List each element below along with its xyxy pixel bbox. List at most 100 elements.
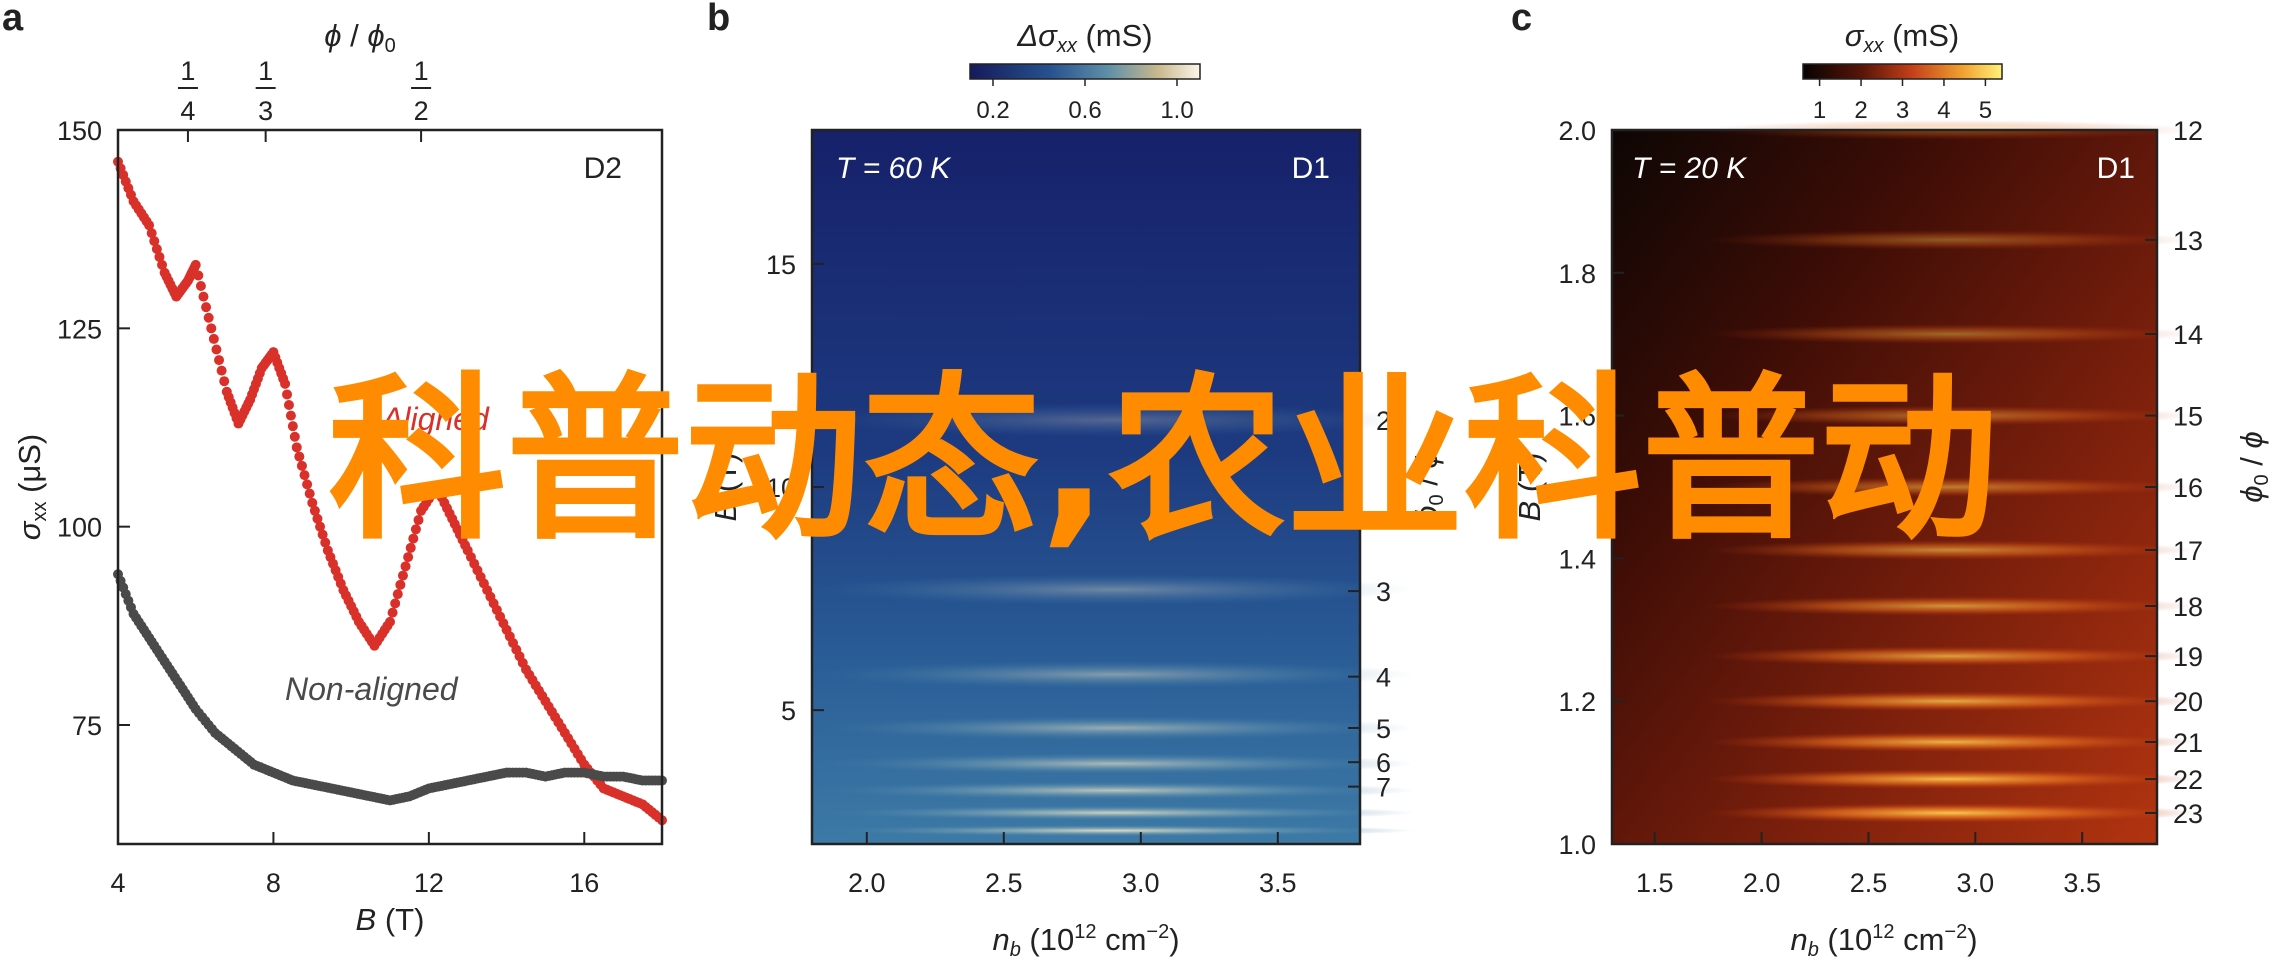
data-point	[154, 251, 165, 262]
data-point	[208, 333, 219, 344]
data-point	[390, 598, 401, 609]
panel-c-ylabel: B (T)	[1512, 453, 1547, 522]
right-tick-label: 4	[1376, 663, 1391, 693]
non-aligned-label: Non-aligned	[285, 671, 459, 707]
right-tick-label: 7	[1376, 773, 1391, 803]
right-tick-label: 3	[1376, 577, 1391, 607]
data-point	[206, 323, 217, 334]
panel-c-right-label: ϕ0 / ϕ	[2234, 431, 2273, 502]
fringe	[1704, 405, 2196, 426]
right-tick-label: 19	[2173, 642, 2203, 672]
y-tick-label: 125	[57, 314, 102, 344]
data-point	[285, 410, 296, 421]
colorbar-tick-label: 4	[1937, 97, 1950, 124]
data-point	[405, 542, 416, 553]
panel-b-xlabel: nb (1012 cm−2)	[992, 921, 1179, 961]
right-tick-label: 17	[2173, 536, 2203, 566]
right-tick-label: 14	[2173, 320, 2203, 350]
right-tick-label: 5	[1376, 714, 1391, 744]
data-point	[280, 378, 291, 389]
panel-c-colorbar-label: σxx (mS)	[1845, 18, 1959, 57]
data-point	[317, 529, 328, 540]
panel-c-fringes	[1704, 120, 2196, 823]
data-point	[144, 220, 155, 231]
x-tick-label: 3.0	[1122, 868, 1160, 898]
fringe	[1704, 646, 2196, 667]
right-tick-label: 6	[1376, 748, 1391, 778]
panel-b-ylabel: B (T)	[708, 453, 743, 522]
x-tick-label: 3.0	[1957, 868, 1995, 898]
fringe	[1704, 229, 2196, 250]
panel-c-colorbar	[1802, 63, 2003, 80]
data-point	[291, 442, 302, 453]
panel-b-colorbar	[969, 63, 1201, 80]
right-tick-label: 23	[2173, 799, 2203, 829]
x-tick-label: 2.0	[848, 868, 886, 898]
x-tick-label: 12	[414, 868, 444, 898]
data-point	[203, 312, 214, 323]
fringe	[1704, 596, 2196, 616]
data-point	[214, 355, 225, 366]
x-tick-label: 4	[110, 868, 125, 898]
right-tick-label: 22	[2173, 765, 2203, 795]
colorbar-tick-label: 1	[1813, 97, 1826, 124]
colorbar-tick-label: 1.0	[1160, 97, 1193, 124]
watermark-text: 科普动态,农业科普动	[328, 357, 1998, 564]
top-tick-denominator: 3	[258, 96, 273, 126]
panel-c-plot: 1.5 2.0 2.5 3.0 3.51.01.21.41.61.82.0 1213141…	[1558, 18, 2203, 898]
colorbar-tick-label: 5	[1979, 97, 1992, 124]
y-tick-label: 1.8	[1558, 259, 1596, 289]
panel-b-colorbar-ticks: 0.2 0.6 1.0	[976, 79, 1194, 124]
colorbar-tick-label: 2	[1854, 97, 1867, 124]
data-point	[408, 533, 419, 544]
panel-a-marks	[113, 156, 667, 826]
panel-c-label: c	[1511, 0, 1532, 39]
panel-a-top-label: ϕ / ϕ0	[324, 18, 395, 57]
panel-b-right-label: ϕ0 / ϕ	[1409, 451, 1448, 522]
data-point	[198, 291, 209, 302]
fringe	[812, 660, 1415, 689]
y-tick-label: 100	[57, 513, 102, 543]
x-tick-label: 1.5	[1636, 868, 1674, 898]
y-tick-label: 2.0	[1558, 116, 1596, 146]
fringe	[1704, 802, 2196, 823]
data-point	[219, 376, 230, 387]
panel-a-frame	[116, 128, 664, 846]
panel-b-tag: D1	[1292, 152, 1330, 185]
fringe	[1704, 540, 2196, 560]
x-tick-label: 3.5	[2063, 868, 2101, 898]
data-point	[296, 460, 307, 471]
panel-b-fringes	[812, 402, 1415, 837]
fringe	[1704, 732, 2196, 752]
panel-b-temperature: T = 60 K	[836, 152, 952, 185]
data-point	[151, 244, 162, 254]
y-tick-label: 5	[781, 696, 796, 726]
data-point	[315, 521, 326, 532]
right-tick-label: 18	[2173, 592, 2203, 622]
fringe	[812, 574, 1415, 606]
data-point	[307, 497, 318, 508]
data-point	[201, 302, 212, 313]
data-point	[413, 515, 424, 526]
x-tick-label: 2.5	[985, 868, 1023, 898]
y-tick-label: 15	[766, 250, 796, 280]
fringe	[1704, 769, 2196, 790]
data-point	[385, 616, 395, 627]
panel-c-axes: 1.5 2.0 2.5 3.0 3.5 1.0 1.2 1.4 1.6 1.8 2.0 12 13 14 1…	[1558, 116, 2203, 898]
x-tick-label: 2.0	[1743, 868, 1781, 898]
panel-c-temperature: T = 20 K	[1632, 152, 1748, 185]
panel-a-tag: D2	[584, 152, 622, 185]
data-point	[149, 236, 160, 247]
fringe	[812, 715, 1415, 741]
fringe	[812, 781, 1415, 800]
fringe	[1704, 324, 2196, 344]
data-point	[400, 561, 411, 572]
fringe	[812, 752, 1415, 775]
data-point	[392, 589, 403, 600]
panel-a-label: a	[2, 0, 24, 39]
panel-a-xlabel: B (T)	[356, 902, 425, 937]
data-point	[312, 513, 323, 524]
top-tick-numerator: 1	[414, 56, 429, 86]
